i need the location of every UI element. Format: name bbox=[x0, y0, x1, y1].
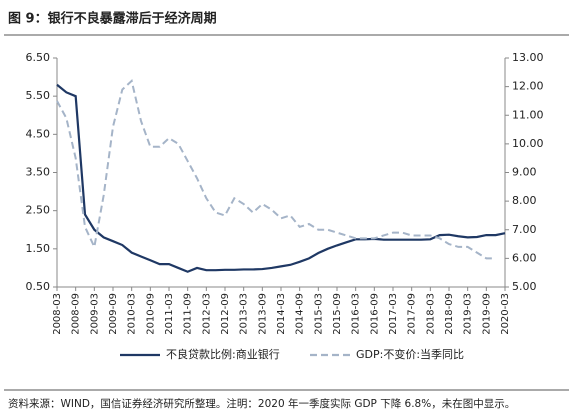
x-tick-label: 2012-09 bbox=[220, 293, 231, 335]
x-tick-label: 2019-09 bbox=[481, 293, 492, 335]
y2-tick-label: 10.00 bbox=[512, 137, 544, 150]
x-tick-label: 2016-03 bbox=[351, 293, 362, 335]
x-tick-label: 2017-03 bbox=[388, 293, 399, 335]
x-tick-label: 2011-09 bbox=[183, 293, 194, 335]
series-line bbox=[56, 79, 496, 260]
x-tick-label: 2011-03 bbox=[164, 293, 175, 335]
y2-tick-label: 7.00 bbox=[512, 223, 537, 236]
x-tick-label: 2015-03 bbox=[313, 293, 324, 335]
y2-tick-label: 6.00 bbox=[512, 251, 537, 264]
series-line bbox=[56, 83, 506, 273]
x-tick-label: 2020-03 bbox=[500, 293, 511, 335]
y2-tick-label: 13.00 bbox=[512, 51, 544, 64]
x-tick-label: 2019-03 bbox=[463, 293, 474, 335]
x-tick-label: 2013-03 bbox=[239, 293, 250, 335]
x-tick-label: 2013-09 bbox=[257, 293, 268, 335]
x-tick-label: 2018-03 bbox=[425, 293, 436, 335]
y2-tick-label: 5.00 bbox=[512, 280, 537, 293]
x-tick-label: 2009-09 bbox=[108, 293, 119, 335]
x-tick-label: 2009-03 bbox=[89, 293, 100, 335]
x-tick-label: 2010-09 bbox=[145, 293, 156, 335]
x-tick-label: 2014-09 bbox=[295, 293, 306, 335]
y-tick-label: 6.50 bbox=[26, 51, 51, 64]
source-note: 资料来源：WIND，国信证券经济研究所整理。注明：2020 年一季度实际 GDP… bbox=[8, 397, 515, 410]
y2-tick-label: 8.00 bbox=[512, 194, 537, 207]
x-tick-label: 2015-09 bbox=[332, 293, 343, 335]
y2-tick-label: 9.00 bbox=[512, 166, 537, 179]
x-tick-label: 2010-03 bbox=[127, 293, 138, 335]
x-tick-label: 2008-09 bbox=[71, 293, 82, 335]
x-tick-label: 2017-09 bbox=[407, 293, 418, 335]
legend-label: 不良贷款比例:商业银行 bbox=[166, 347, 280, 361]
x-tick-label: 2008-03 bbox=[52, 293, 63, 335]
x-tick-label: 2016-09 bbox=[369, 293, 380, 335]
y-tick-label: 3.50 bbox=[26, 166, 51, 179]
x-tick-label: 2012-03 bbox=[201, 293, 212, 335]
legend-label: GDP:不变价:当季同比 bbox=[356, 347, 464, 361]
y2-tick-label: 11.00 bbox=[512, 108, 544, 121]
y-tick-label: 2.50 bbox=[26, 204, 51, 217]
y-tick-label: 0.50 bbox=[26, 280, 51, 293]
y-tick-label: 5.50 bbox=[26, 89, 51, 102]
x-tick-label: 2018-09 bbox=[444, 293, 455, 335]
y-tick-label: 4.50 bbox=[26, 127, 51, 140]
y2-tick-label: 12.00 bbox=[512, 80, 544, 93]
y-tick-label: 1.50 bbox=[26, 242, 51, 255]
chart-title: 图 9：银行不良暴露滞后于经济周期 bbox=[8, 11, 217, 27]
x-tick-label: 2014-03 bbox=[276, 293, 287, 335]
